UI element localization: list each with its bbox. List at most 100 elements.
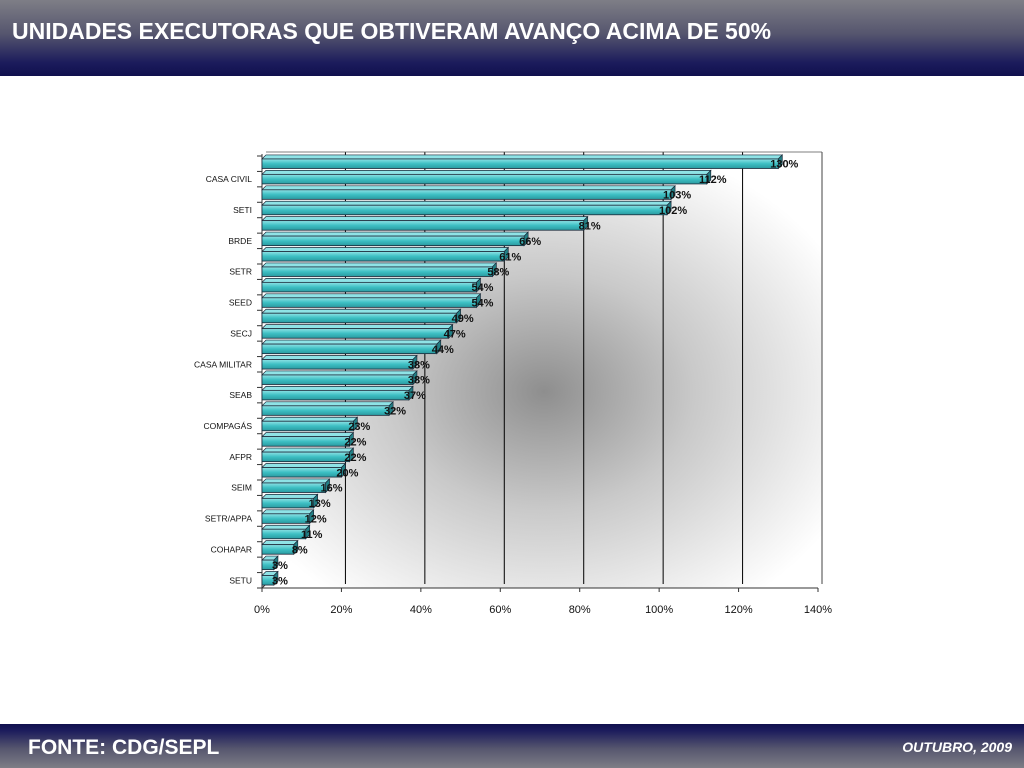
bar: [261, 251, 505, 262]
bar: [261, 343, 438, 355]
category-label: SETR/APPA: [205, 514, 252, 524]
bar-top: [261, 154, 784, 160]
source-note: FONTE: CDG/SEPL: [28, 736, 220, 759]
bar-top: [261, 247, 510, 252]
bar-top: [261, 185, 676, 191]
bar-top: [261, 216, 589, 221]
value-label: 49%: [452, 313, 474, 325]
category-label: SETR: [229, 267, 252, 277]
x-tick-label: 80%: [569, 604, 591, 616]
value-label: 54%: [471, 282, 493, 294]
value-label: 47%: [444, 328, 466, 340]
x-tick-label: 100%: [645, 604, 673, 616]
bar-top: [261, 200, 672, 206]
bar-top: [261, 278, 482, 283]
category-label: BRDE: [228, 236, 252, 246]
bar-top: [261, 447, 355, 453]
value-label: 3%: [272, 560, 288, 572]
bar: [261, 405, 390, 416]
bar-top: [261, 231, 529, 237]
bar-top: [261, 463, 347, 468]
x-tick-label: 20%: [330, 604, 352, 616]
x-tick-label: 140%: [804, 604, 832, 616]
value-label: 130%: [770, 159, 798, 171]
value-label: 12%: [305, 514, 327, 526]
bar: [261, 220, 585, 231]
value-label: 44%: [432, 344, 454, 356]
bar: [261, 420, 354, 432]
category-label: COHAPAR: [211, 544, 252, 554]
bar-top: [261, 416, 359, 422]
category-label: CASA MILITAR: [194, 359, 252, 369]
value-label: 3%: [272, 575, 288, 587]
value-label: 66%: [519, 236, 541, 248]
category-label: AFPR: [229, 452, 252, 462]
value-label: 37%: [404, 390, 426, 402]
bar: [261, 374, 414, 385]
value-label: 22%: [344, 436, 366, 448]
bar: [261, 173, 708, 185]
bar: [261, 436, 350, 447]
value-label: 20%: [336, 467, 358, 479]
value-label: 11%: [301, 529, 323, 541]
value-label: 16%: [321, 483, 343, 495]
value-label: 81%: [579, 220, 601, 232]
bar: [261, 513, 311, 524]
bar-top: [261, 355, 418, 360]
date-note: OUTUBRO, 2009: [902, 739, 1012, 755]
bar: [261, 544, 295, 555]
bars: 130% 112% 103% 102% 81% 66% 61% 58% 54% 54% 49% 47%…: [261, 154, 799, 587]
value-label: 112%: [699, 174, 727, 186]
category-label: SECJ: [230, 328, 252, 338]
bar: [261, 266, 493, 277]
bar: [261, 575, 275, 586]
x-tick-label: 40%: [410, 604, 432, 616]
category-label: SEIM: [231, 483, 252, 493]
bar: [261, 281, 477, 293]
bar-top: [261, 293, 482, 299]
bar: [261, 497, 315, 509]
value-label: 8%: [292, 544, 308, 556]
category-labels: CASA CIVIL SETI BRDE SETR SEED SECJ CASA MILIT…: [194, 174, 252, 585]
x-tick-labels: 0% 20% 40% 60% 80% 100% 120% 140%: [254, 604, 832, 616]
bar: [261, 528, 307, 540]
value-label: 103%: [663, 190, 691, 202]
bar-top: [261, 370, 418, 376]
bar: [261, 451, 350, 463]
value-label: 32%: [384, 406, 406, 418]
bar: [261, 359, 414, 370]
bar-top: [261, 401, 394, 407]
value-label: 38%: [408, 375, 430, 387]
value-label: 38%: [408, 359, 430, 371]
bar-top: [261, 170, 712, 175]
bar: [261, 204, 668, 216]
header-banner: UNIDADES EXECUTORAS QUE OBTIVERAM AVANÇO…: [0, 0, 1024, 76]
category-label: SETU: [229, 575, 252, 585]
bar: [261, 189, 672, 200]
category-label: CASA CIVIL: [206, 174, 253, 184]
value-label: 58%: [487, 267, 509, 279]
value-label: 102%: [659, 205, 687, 217]
bar-top: [261, 478, 331, 484]
category-label: SEAB: [229, 390, 252, 400]
bar-top: [261, 339, 442, 345]
bar-top: [261, 308, 462, 314]
bar-top: [261, 324, 454, 329]
bar: [261, 389, 410, 401]
x-tick-label: 0%: [254, 604, 270, 616]
bar-top: [261, 386, 414, 391]
bar: [261, 158, 779, 169]
bar: [261, 559, 275, 571]
value-label: 23%: [348, 421, 370, 433]
value-label: 13%: [309, 498, 331, 510]
bar-top: [261, 432, 355, 437]
bar: [261, 482, 326, 493]
category-label: COMPAGÁS: [204, 421, 253, 431]
bar: [261, 297, 477, 308]
bar: [261, 328, 450, 339]
value-label: 61%: [499, 251, 521, 263]
bar: [261, 312, 458, 324]
bar: [261, 467, 342, 478]
value-label: 54%: [471, 298, 493, 310]
